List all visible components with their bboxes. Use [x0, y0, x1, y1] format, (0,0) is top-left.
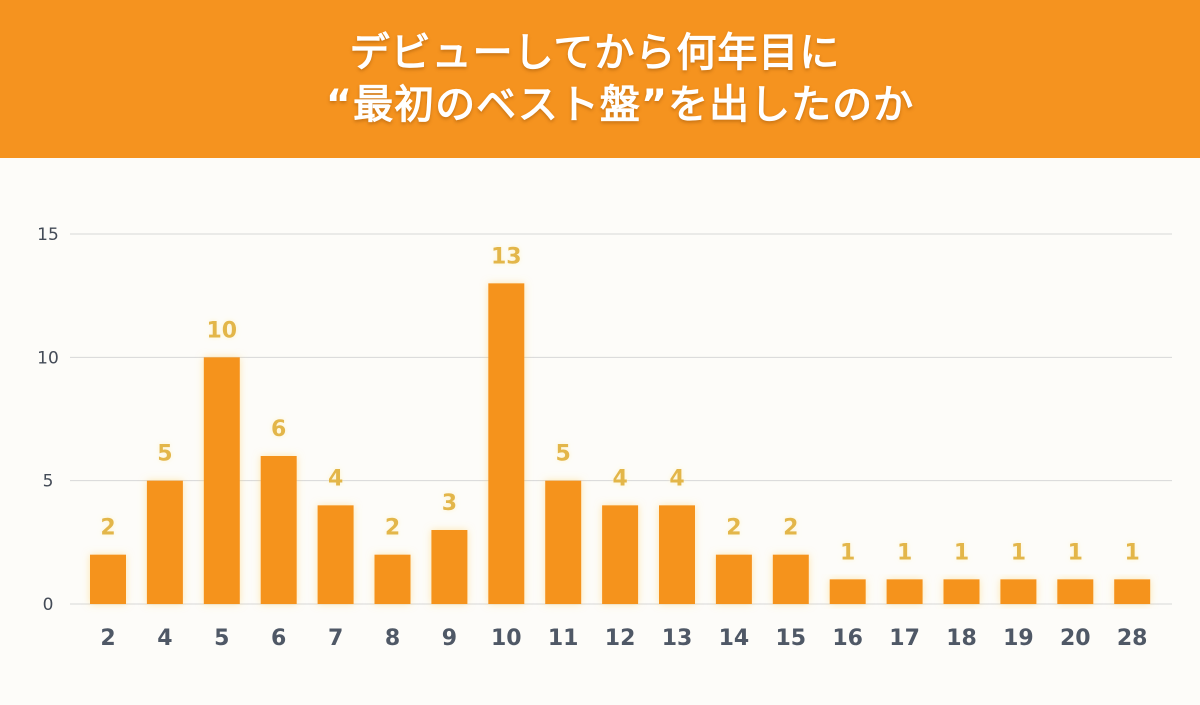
- data-label: 10: [206, 318, 237, 343]
- x-tick-label: 17: [889, 626, 920, 651]
- data-label: 4: [328, 466, 343, 491]
- bar: [772, 554, 809, 604]
- bar: [374, 554, 411, 604]
- x-tick-label: 4: [157, 626, 172, 651]
- data-label: 5: [157, 442, 172, 467]
- bar: [1114, 579, 1151, 604]
- chart-title-line-2: “最初のベスト盤”を出したのか: [325, 82, 915, 128]
- bar: [829, 579, 866, 604]
- bar: [203, 357, 240, 604]
- data-label: 1: [1011, 540, 1026, 565]
- x-tick-label: 18: [946, 626, 977, 651]
- data-label: 1: [1068, 540, 1083, 565]
- x-tick-label: 16: [832, 626, 863, 651]
- data-label: 2: [385, 516, 400, 541]
- bar: [1057, 579, 1094, 604]
- bar: [886, 579, 923, 604]
- x-tick-label: 8: [385, 626, 400, 651]
- x-tick-label: 20: [1060, 626, 1091, 651]
- bar: [90, 554, 126, 604]
- chart-title-banner: デビューしてから何年目に “最初のベスト盤”を出したのか: [0, 0, 1200, 158]
- x-tick-label: 14: [719, 626, 750, 651]
- x-tick-label: 12: [605, 626, 636, 651]
- bar: [317, 505, 354, 604]
- x-tick-label: 2: [100, 626, 115, 651]
- y-tick-label: 10: [37, 348, 59, 368]
- bar: [260, 456, 297, 604]
- x-tick-label: 9: [442, 626, 457, 651]
- bar: [146, 480, 183, 604]
- bar: [715, 554, 752, 604]
- data-label: 1: [840, 540, 855, 565]
- bar: [431, 530, 468, 604]
- x-tick-label: 5: [214, 626, 229, 651]
- bar: [602, 505, 639, 604]
- data-label: 1: [1125, 540, 1140, 565]
- data-label: 2: [100, 516, 115, 541]
- y-tick-label: 5: [43, 472, 54, 492]
- data-label: 1: [897, 540, 912, 565]
- y-tick-label: 15: [37, 225, 59, 245]
- data-label: 4: [669, 466, 684, 491]
- data-label: 2: [726, 516, 741, 541]
- x-tick-label: 13: [662, 626, 693, 651]
- x-tick-label: 10: [491, 626, 522, 651]
- data-label: 4: [612, 466, 627, 491]
- data-label: 13: [491, 244, 522, 269]
- data-label: 6: [271, 417, 286, 442]
- bar: [943, 579, 980, 604]
- data-label: 5: [556, 442, 571, 467]
- y-tick-label: 0: [43, 595, 54, 615]
- bar: [545, 480, 582, 604]
- data-label: 1: [954, 540, 969, 565]
- x-tick-label: 15: [775, 626, 806, 651]
- x-tick-label: 6: [271, 626, 286, 651]
- data-label: 3: [442, 491, 457, 516]
- x-tick-label: 7: [328, 626, 343, 651]
- bar: [1000, 579, 1037, 604]
- bar: [659, 505, 695, 604]
- x-tick-label: 11: [548, 626, 579, 651]
- bar: [488, 283, 525, 604]
- chart-area: 0 5 10 15 2 5 10 6 4 2 3 13 5 4 4 2 2 1 1 1 1 1 1 2 4 5 6 7 8 9 10 11…: [0, 158, 1200, 701]
- x-tick-label: 28: [1117, 626, 1148, 651]
- data-label: 2: [783, 516, 798, 541]
- x-tick-label: 19: [1003, 626, 1034, 651]
- chart-title-line-1: デビューしてから何年目に: [349, 30, 841, 76]
